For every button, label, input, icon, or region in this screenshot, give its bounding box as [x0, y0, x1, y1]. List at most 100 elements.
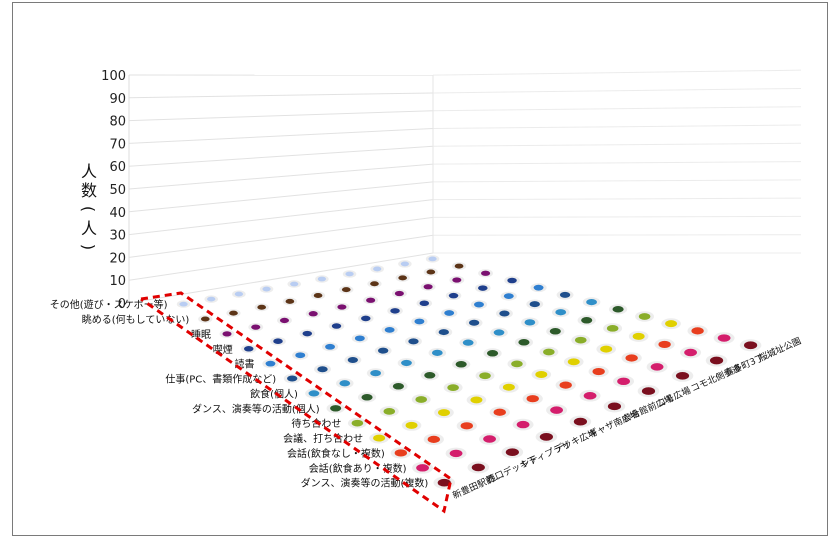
y-tick-labels: 0 10 20 30 40 50 60 70 80 90 100: [101, 69, 126, 312]
gridline: [128, 163, 434, 190]
floor-marker: [533, 284, 544, 291]
floor-marker: [559, 291, 571, 298]
svg-text:(: (: [79, 206, 98, 212]
floor-marker: [383, 407, 396, 415]
gridline: [432, 179, 802, 183]
gridline: [432, 215, 802, 218]
gridline: [432, 106, 802, 112]
floor-marker: [555, 309, 567, 316]
floor-marker: [302, 330, 313, 337]
floor-marker: [423, 284, 433, 290]
floor-marker: [361, 315, 371, 322]
floor-marker: [370, 370, 381, 377]
activity-label: 会議、打ち合わせ: [283, 432, 363, 445]
floor-marker: [592, 367, 605, 376]
floor-marker: [331, 323, 342, 329]
floor-marker: [612, 306, 624, 313]
floor-marker: [262, 286, 271, 292]
y-tick-label: 40: [109, 206, 126, 221]
y-tick-label: 50: [109, 183, 126, 198]
floor-marker: [586, 298, 597, 306]
activity-label: その他(遊び・スケボー等): [50, 298, 168, 311]
gridline: [432, 197, 802, 201]
floor-marker: [743, 341, 758, 350]
floor-marker: [455, 361, 467, 368]
activity-label: ダンス、演奏等の活動(個人): [192, 402, 320, 415]
floor-marker: [426, 269, 436, 275]
floor-marker: [416, 464, 429, 472]
floor-marker: [394, 449, 408, 457]
floor-marker: [717, 334, 731, 342]
svg-text:人: 人: [81, 162, 97, 181]
floor-marker: [665, 320, 678, 328]
floor-marker: [424, 372, 436, 379]
svg-text:人: 人: [81, 219, 97, 238]
floor-marker: [317, 276, 327, 282]
gridline: [432, 161, 802, 165]
floor-marker: [308, 390, 320, 397]
floor-marker: [526, 395, 539, 403]
floor-marker: [583, 392, 597, 400]
floor-marker: [638, 313, 651, 320]
floor-marker: [244, 346, 254, 352]
floor-marker: [265, 360, 276, 367]
activity-label: ダンス、演奏等の活動(複数): [301, 477, 429, 490]
floor-marker: [709, 356, 724, 365]
floor-marker: [394, 290, 404, 297]
floor-marker: [398, 275, 407, 281]
floor-marker: [313, 292, 323, 299]
floor-marker: [330, 405, 342, 412]
svg-text:数: 数: [81, 181, 97, 200]
floor-marker: [479, 372, 491, 380]
floor-marker: [370, 281, 379, 287]
activity-label: 飲食(個人): [250, 387, 298, 400]
gridline: [128, 92, 434, 99]
y-tick-label: 10: [109, 274, 126, 289]
floor-marker: [295, 352, 306, 359]
floor-marker: [222, 331, 232, 337]
floor-marker: [454, 263, 464, 269]
gridline: [128, 216, 434, 258]
floor-marker: [427, 435, 440, 443]
floor-marker: [658, 340, 671, 349]
floor-marker: [431, 349, 443, 356]
y-tick-label: 80: [109, 115, 126, 130]
floor-marker: [468, 319, 480, 326]
activity-label: 待ち合わせ: [291, 417, 341, 430]
highlight-outline: [140, 291, 453, 514]
floor-marker: [559, 381, 572, 389]
floor-marker: [460, 422, 473, 430]
floor-marker: [449, 449, 463, 458]
y-tick-label: 70: [109, 137, 126, 152]
floor-marker: [625, 354, 638, 362]
floor-marker: [684, 348, 697, 357]
floor-marker: [285, 298, 295, 304]
gridline: [128, 181, 434, 213]
floor-marker: [502, 383, 515, 391]
highlight-outline: [140, 291, 453, 514]
activity-label: 睡眠: [191, 328, 211, 341]
floor-marker: [516, 420, 530, 429]
floor-marker: [448, 292, 459, 299]
floor-marker: [567, 358, 580, 366]
activity-label: 喫煙: [213, 344, 233, 356]
floor-marker: [200, 316, 210, 322]
floor-marker: [405, 421, 418, 429]
floor-marker: [273, 338, 283, 344]
floor-marker: [390, 308, 400, 314]
floor-marker: [550, 406, 563, 414]
floor-marker: [257, 304, 267, 310]
y-tick-label: 90: [109, 92, 126, 107]
gridline: [128, 110, 434, 122]
floor-marker: [290, 281, 299, 287]
floor-marker: [574, 336, 587, 344]
y-tick-label: 60: [109, 160, 126, 175]
floor-marker: [229, 310, 238, 316]
floor-marker: [401, 359, 412, 367]
gridline: [128, 252, 434, 304]
gridline: [432, 234, 802, 236]
floor-marker: [524, 319, 536, 326]
floor-marker: [347, 356, 358, 363]
floor-marker: [325, 343, 335, 350]
y-tick-label: 100: [101, 69, 126, 84]
